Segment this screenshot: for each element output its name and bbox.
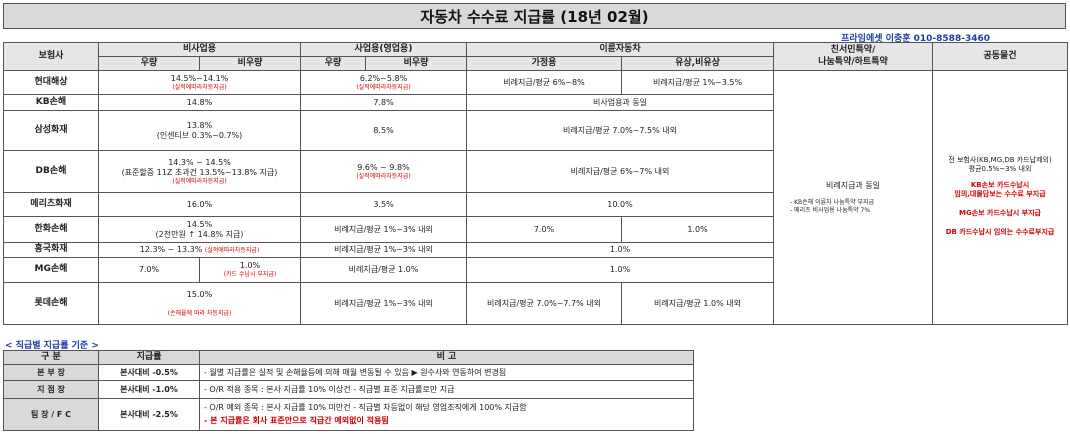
header-rate: 지급률 (98, 350, 200, 365)
biz-cell: 비례지급/평균 1%~3% 내외 (299, 216, 468, 243)
twowheel-cell: 10.0% (466, 192, 775, 217)
commission-table: 보험사 비사업용 사업용(영업용) 이륜자동차 친서민특약/ 나눔특약/하트특약… (3, 42, 1069, 325)
section-title: < 직급별 지급률 기준 > (5, 341, 99, 351)
nonbiz-cell: 12.3% ~ 13.3% (실적에따라차등지급) (98, 242, 301, 258)
contact-info: 프라임에셋 이충훈 010-8588-3460 (841, 34, 990, 44)
insurer-name: KB손해 (3, 94, 99, 111)
nongood-cell: 1.0% (카드 수납시 부지급) (199, 257, 301, 283)
biz-cell: 8.5% (299, 110, 468, 151)
header-nongood: 비우량 (199, 56, 301, 71)
nonbiz-cell: 14.8% (98, 94, 301, 111)
paid-cell: 비례지급/평균 1.0% 내외 (621, 282, 775, 325)
header-grade: 구 분 (3, 350, 99, 365)
twowheel-cell: 비례지급/평균 7.0%~7.5% 내외 (466, 110, 775, 151)
header-biz-good: 우량 (300, 56, 366, 71)
table-row: 흥국화재 12.3% ~ 13.3% (실적에따라차등지급) 비례지급/평균 1… (3, 242, 1068, 258)
insurer-name: 삼성화재 (3, 110, 99, 151)
good-cell: 7.0% (98, 257, 200, 283)
nonbiz-cell: 16.0% (98, 192, 301, 217)
common-cell: 전 보험사(KB,MG,DB 카드납제외) 평균0.5%~3% 내외 KB손보 … (932, 70, 1069, 325)
table-row: DB손해 14.3% ~ 14.5% (표준할증 11Z 초과건 13.5%~13… (3, 150, 1068, 193)
header-insurer: 보험사 (3, 42, 99, 71)
header-paid: 유상,비유상 (621, 56, 775, 71)
grade-cell: 팀 장 / F C (3, 398, 99, 431)
nonbiz-cell: 13.8% (인센티브 0.3%~0.7%) (98, 110, 301, 151)
rate-cell: 본사대비 -1.0% (98, 380, 200, 399)
grade-cell: 지 점 장 (3, 380, 99, 399)
home-cell: 비례지급/평균 7.0%~7.7% 내외 (466, 282, 623, 325)
biz-cell: 비례지급/평균 1.0% (299, 257, 468, 283)
header-home: 가정용 (466, 56, 623, 71)
insurer-name: 메리츠화재 (3, 192, 99, 217)
biz-cell: 비례지급/평균 1%~3% 내외 (299, 282, 468, 325)
biz-cell: 9.6% ~ 9.8% (실적에따라차등지급) (299, 150, 468, 193)
header-good: 우량 (98, 56, 200, 71)
nonbiz-cell: 14.5% (2천만원 ↑ 14.8% 지급) (98, 216, 301, 243)
header-friendly: 친서민특약/ 나눔특약/하트특약 (773, 42, 934, 71)
paid-cell: 비례지급/평균 1%~3.5% (621, 70, 775, 95)
insurer-name: DB손해 (3, 150, 99, 193)
rate-cell: 본사대비 -0.5% (98, 364, 200, 381)
header-biz-nongood: 비우량 (364, 56, 468, 71)
biz-cell: 비례지급/평균 1%~3% 내외 (299, 242, 468, 258)
note-cell: - 월별 지급률은 실적 및 손해율등에 의해 매월 변동될 수 있음 ▶ 원수… (199, 364, 694, 381)
header-common: 공동물건 (932, 42, 1069, 71)
header-note: 비 고 (199, 350, 694, 365)
twowheel-cell: 비례지급/평균 6%~7% 내외 (466, 150, 775, 193)
table-row: 본 부 장 본사대비 -0.5% - 월별 지급률은 실적 및 손해율등에 의해… (3, 364, 694, 381)
insurer-name: 롯데손해 (3, 282, 99, 325)
nonbiz-cell: 14.5%~14.1% (실적에따라차등지급) (98, 70, 301, 95)
biz-cell: 3.5% (299, 192, 468, 217)
note-cell: - O/R 예외 종목 : 본사 지급률 10% 미만건 - 직급별 차등없이 … (199, 398, 694, 431)
grade-table: 구 분 지급률 비 고 본 부 장 본사대비 -0.5% - 월별 지급률은 실… (3, 350, 694, 431)
nonbiz-cell: 14.3% ~ 14.5% (표준할증 11Z 초과건 13.5%~13.8% 지… (98, 150, 301, 193)
note-cell: - O/R 적용 종목 : 본사 지급률 10% 이상건 - 직급별 표준 지급… (199, 380, 694, 399)
header-biz: 사업용(영업용) (299, 42, 468, 57)
twowheel-cell: 1.0% (466, 242, 775, 258)
table-row: 한화손해 14.5% (2천만원 ↑ 14.8% 지급) 비례지급/평균 1%~3… (3, 216, 1068, 243)
twowheel-cell: 비사업용과 동일 (466, 94, 775, 111)
table-row: 롯데손해 15.0% (손해율에 따라 차등지급) 비례지급/평균 1%~3% 내… (3, 282, 1068, 325)
twowheel-cell: 1.0% (466, 257, 775, 283)
table-row: 현대해상 14.5%~14.1% (실적에따라차등지급) 6.2%~5.8% (실적… (3, 70, 1069, 325)
biz-cell: 6.2%~5.8% (실적에따라차등지급) (299, 70, 468, 95)
table-row: 팀 장 / F C 본사대비 -2.5% - O/R 예외 종목 : 본사 지급… (3, 398, 694, 431)
header-twowheel: 이륜자동차 (466, 42, 775, 57)
table-row: 지 점 장 본사대비 -1.0% - O/R 적용 종목 : 본사 지급률 10… (3, 380, 694, 399)
table-row: 메리츠화재 16.0% 3.5% 10.0% (3, 192, 1068, 217)
home-cell: 7.0% (466, 216, 623, 243)
nonbiz-cell: 15.0% (손해율에 따라 차등지급) (98, 282, 301, 325)
biz-cell: 7.8% (299, 94, 468, 111)
page-title: 자동차 수수료 지급률 (18년 02월) (3, 3, 1066, 29)
home-cell: 비례지급/평균 6%~8% (466, 70, 623, 95)
insurer-name: 현대해상 (3, 70, 99, 95)
grade-cell: 본 부 장 (3, 364, 99, 381)
insurer-name: 흥국화재 (3, 242, 99, 258)
rate-cell: 본사대비 -2.5% (98, 398, 200, 431)
friendly-cell: 비례지급과 동일 - KB손해 이륜차 나눔특약 부지급 - 메리츠 비사업용 … (773, 70, 934, 325)
insurer-name: 한화손해 (3, 216, 99, 243)
insurer-name: MG손해 (3, 257, 99, 283)
paid-cell: 1.0% (621, 216, 775, 243)
header-nonbiz: 비사업용 (98, 42, 301, 57)
